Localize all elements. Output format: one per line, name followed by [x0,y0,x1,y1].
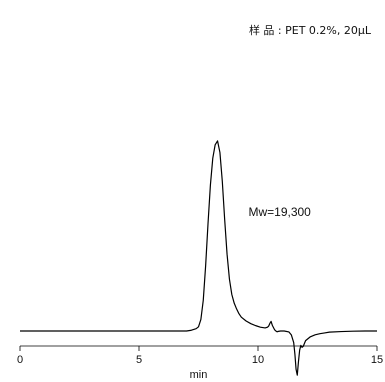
x-axis-ticks: 0 5 10 15 [17,346,383,366]
sample-info-label: 样 品 : PET 0.2%, 20µL [248,24,371,37]
x-axis-label: min [190,369,208,381]
x-tick-label: 15 [371,354,383,366]
chromatogram-trace [20,140,377,376]
x-tick-label: 0 [17,354,23,366]
x-tick-label: 5 [136,354,142,366]
x-tick-label: 10 [252,354,264,366]
mw-annotation: Mw=19,300 [248,205,311,219]
